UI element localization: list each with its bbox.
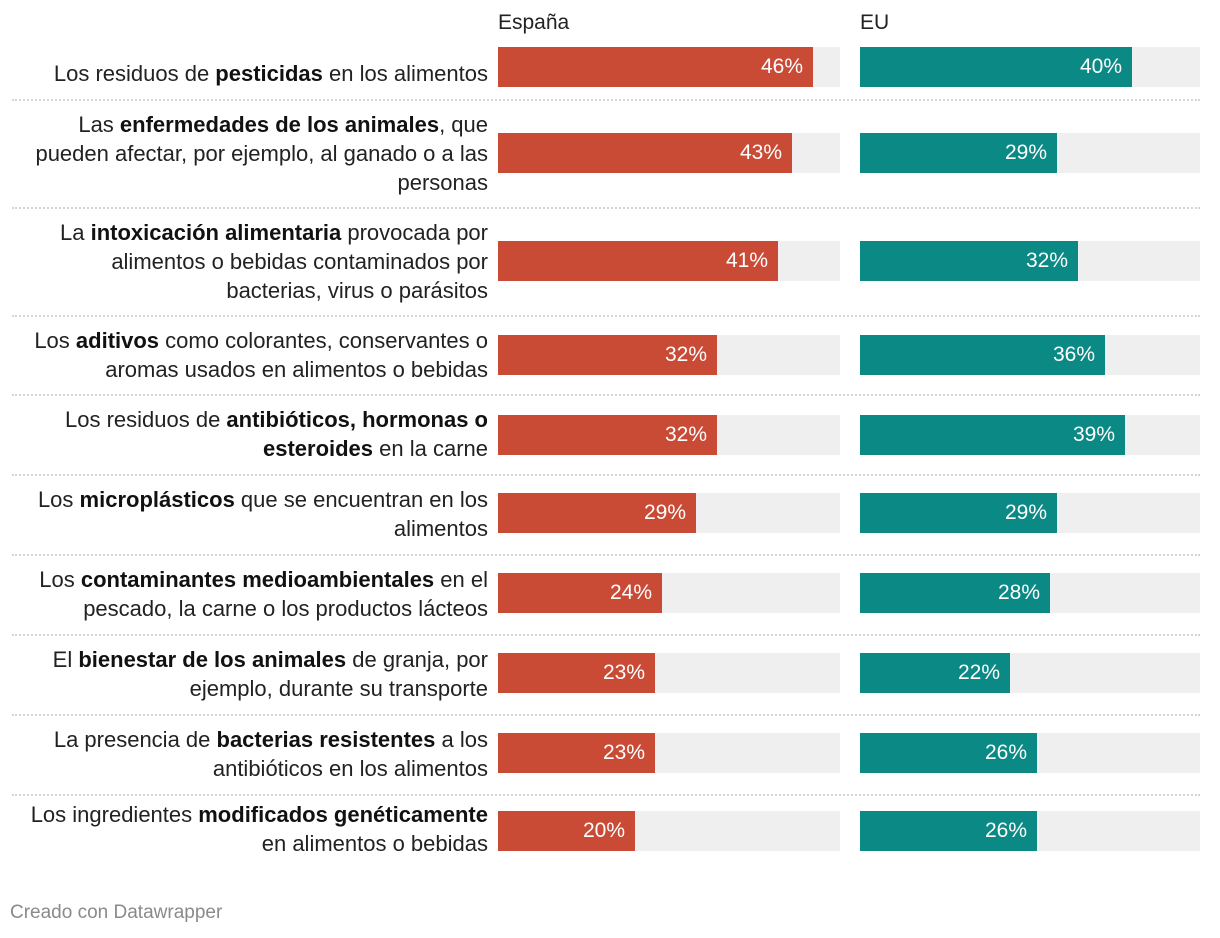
chart-row: Los microplásticos que se encuentran en … — [12, 474, 1200, 556]
value-label-eu: 29% — [1004, 141, 1047, 164]
bar-espana — [498, 241, 778, 281]
bar-track-espana: 41% — [498, 241, 840, 281]
category-label: La presencia de bacterias resistentes a … — [53, 727, 488, 781]
bar-track-eu: 36% — [860, 335, 1200, 375]
bar-track-eu: 26% — [860, 811, 1200, 851]
bar-espana — [498, 653, 655, 693]
bar-track-espana: 20% — [498, 811, 840, 851]
chart-row: Los residuos de antibióticos, hormonas o… — [12, 394, 1200, 476]
bar-track-espana: 29% — [498, 493, 840, 533]
bar-eu — [860, 335, 1105, 375]
category-label: Los microplásticos que se encuentran en … — [37, 487, 488, 541]
chart-row: Los aditivos como colorantes, conservant… — [12, 315, 1200, 396]
bar-espana — [498, 733, 655, 773]
value-label-espana: 20% — [582, 819, 625, 842]
column-header-eu: EU — [860, 11, 890, 34]
bar-track-espana: 24% — [498, 573, 840, 613]
bar-espana — [498, 133, 792, 173]
category-label: Los contaminantes medioambientales en el… — [39, 567, 488, 621]
chart-row: La intoxicación alimentaria provocada po… — [12, 207, 1200, 317]
chart-row: Los contaminantes medioambientales en el… — [12, 554, 1200, 636]
footer-credit: Creado con Datawrapper — [10, 902, 223, 923]
chart-row: Los ingredientes modificados genéticamen… — [12, 794, 1200, 864]
value-label-espana: 43% — [739, 141, 782, 164]
bar-track-eu: 28% — [860, 573, 1200, 613]
bar-espana — [498, 573, 662, 613]
bar-espana — [498, 335, 717, 375]
bar-track-eu: 40% — [860, 47, 1200, 87]
value-label-eu: 32% — [1025, 249, 1068, 272]
value-label-eu: 26% — [984, 819, 1027, 842]
bar-track-eu: 29% — [860, 493, 1200, 533]
bar-track-eu: 22% — [860, 653, 1200, 693]
value-label-eu: 26% — [984, 741, 1027, 764]
bar-eu — [860, 653, 1010, 693]
bar-espana — [498, 415, 717, 455]
bar-espana — [498, 493, 696, 533]
category-label: La intoxicación alimentaria provocada po… — [60, 219, 488, 303]
value-label-espana: 23% — [602, 741, 645, 764]
bar-eu — [860, 241, 1078, 281]
category-label: Los aditivos como colorantes, conservant… — [34, 327, 488, 382]
bar-eu — [860, 47, 1132, 87]
category-label: Los residuos de antibióticos, hormonas o… — [64, 407, 488, 461]
value-label-espana: 29% — [643, 501, 686, 524]
category-label: Los ingredientes modificados genéticamen… — [30, 802, 488, 856]
bar-eu — [860, 733, 1037, 773]
bar-track-espana: 32% — [498, 335, 840, 375]
value-label-espana: 24% — [609, 581, 652, 604]
value-label-espana: 32% — [664, 343, 707, 366]
bar-track-eu: 32% — [860, 241, 1200, 281]
category-label: Los residuos de pesticidas en los alimen… — [53, 60, 488, 86]
bar-espana — [498, 811, 635, 851]
chart-row: Las enfermedades de los animales, que pu… — [12, 99, 1200, 209]
bar-track-eu: 29% — [860, 133, 1200, 173]
bar-eu — [860, 573, 1050, 613]
value-label-eu: 39% — [1072, 423, 1115, 446]
bar-track-espana: 32% — [498, 415, 840, 455]
value-label-eu: 22% — [957, 661, 1000, 684]
value-label-eu: 28% — [997, 581, 1040, 604]
value-label-espana: 32% — [664, 423, 707, 446]
bar-espana — [498, 47, 813, 87]
bar-track-eu: 39% — [860, 415, 1200, 455]
column-header-espana: España — [498, 11, 570, 34]
value-label-eu: 29% — [1004, 501, 1047, 524]
chart-row: Los residuos de pesticidas en los alimen… — [12, 47, 1200, 101]
value-label-eu: 40% — [1079, 55, 1122, 78]
bar-track-espana: 23% — [498, 733, 840, 773]
value-label-espana: 41% — [725, 249, 768, 272]
value-label-espana: 46% — [760, 55, 803, 78]
chart-row: La presencia de bacterias resistentes a … — [12, 714, 1200, 796]
bar-track-eu: 26% — [860, 733, 1200, 773]
bar-track-espana: 43% — [498, 133, 840, 173]
category-label: Las enfermedades de los animales, que pu… — [35, 111, 488, 195]
category-label: El bienestar de los animales de granja, … — [52, 647, 488, 701]
value-label-eu: 36% — [1052, 343, 1095, 366]
value-label-espana: 23% — [602, 661, 645, 684]
bar-eu — [860, 811, 1037, 851]
bar-eu — [860, 133, 1057, 173]
bar-track-espana: 46% — [498, 47, 840, 87]
bar-track-espana: 23% — [498, 653, 840, 693]
bar-eu — [860, 493, 1057, 533]
chart-row: El bienestar de los animales de granja, … — [12, 634, 1200, 716]
bar-eu — [860, 415, 1125, 455]
